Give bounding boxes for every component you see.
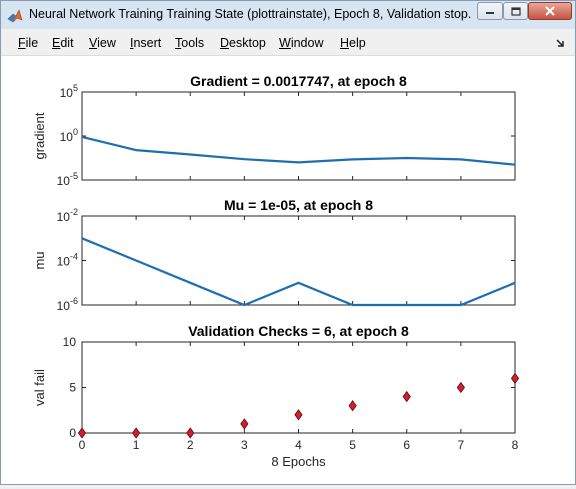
menu-insert[interactable]: Insert <box>130 36 162 50</box>
gradient-plot-title: Gradient = 0.0017747, at epoch 8 <box>190 73 407 89</box>
val-fail-data-point <box>240 418 249 430</box>
menu-edit[interactable]: Edit <box>52 36 74 50</box>
val-fail-data-point <box>510 372 520 385</box>
title-bar[interactable]: Neural Network Training Training State (… <box>1 1 575 29</box>
val-fail-data-point <box>456 381 465 394</box>
window-title: Neural Network Training Training State (… <box>29 7 472 21</box>
val-fail-data-point <box>294 409 303 421</box>
epochs-x-axis-label: 8 Epochs <box>271 454 326 469</box>
val-fail-x-tick-label: 5 <box>349 438 356 452</box>
figure-canvas: Gradient = 0.0017747, at epoch 8 gradient… <box>1 56 575 484</box>
val-fail-y-tick-label: 10 <box>63 335 77 349</box>
mu-y-tick-label: 10-2 <box>57 207 78 224</box>
mu-plot-title: Mu = 1e-05, at epoch 8 <box>224 197 373 213</box>
mu-y-axis-label: mu <box>32 251 47 269</box>
gradient-series-line <box>81 135 516 166</box>
val-fail-data-point <box>348 400 357 412</box>
minimize-icon <box>486 12 494 14</box>
val-fail-x-tick-label: 2 <box>187 438 194 452</box>
menu-bar: File Edit View Insert Tools Desktop Wind… <box>1 29 575 56</box>
mu-axes-box <box>81 215 516 306</box>
val-fail-x-tick-label: 6 <box>403 438 410 452</box>
matlab-icon <box>7 9 23 23</box>
menu-view[interactable]: View <box>89 36 116 50</box>
maximize-button[interactable] <box>503 2 528 20</box>
dock-arrow-icon[interactable] <box>556 38 566 48</box>
val-fail-x-tick-label: 4 <box>295 438 302 452</box>
gradient-y-tick-label: 105 <box>60 83 78 100</box>
val-fail-x-tick-label: 1 <box>133 438 140 452</box>
val-fail-data-point <box>402 390 411 403</box>
minimize-button[interactable] <box>477 2 503 20</box>
val-fail-y-tick-label: 0 <box>69 426 76 440</box>
val-fail-x-tick-label: 0 <box>79 438 86 452</box>
val-fail-x-tick-label: 7 <box>458 438 465 452</box>
mu-y-tick-label: 10-4 <box>57 252 78 269</box>
gradient-y-tick-label: 10-5 <box>57 171 78 188</box>
val-fail-y-tick-label: 5 <box>69 381 76 395</box>
menu-file[interactable]: File <box>18 36 39 50</box>
menu-tools[interactable]: Tools <box>175 36 205 50</box>
maximize-icon <box>510 6 521 16</box>
menu-desktop[interactable]: Desktop <box>220 36 266 50</box>
mu-series-line <box>81 237 516 307</box>
menu-window[interactable]: Window <box>279 36 324 50</box>
mu-y-tick-label: 10-6 <box>57 296 78 313</box>
val-fail-data-point <box>77 427 87 439</box>
close-icon <box>545 6 555 16</box>
val-fail-y-axis-label: val fail <box>32 369 47 406</box>
val-fail-data-point <box>186 427 195 439</box>
val-fail-plot-title: Validation Checks = 6, at epoch 8 <box>188 323 409 339</box>
val-fail-x-tick-label: 8 <box>512 438 519 452</box>
gradient-y-axis-label: gradient <box>32 112 47 159</box>
gradient-axes-box <box>81 91 516 181</box>
close-button[interactable] <box>528 2 572 20</box>
training-state-plots: Gradient = 0.0017747, at epoch 8 gradient… <box>32 73 520 469</box>
gradient-y-tick-label: 100 <box>60 127 78 144</box>
val-fail-x-tick-label: 3 <box>241 438 248 452</box>
val-fail-data-point <box>132 427 141 439</box>
menu-help[interactable]: Help <box>340 36 366 50</box>
